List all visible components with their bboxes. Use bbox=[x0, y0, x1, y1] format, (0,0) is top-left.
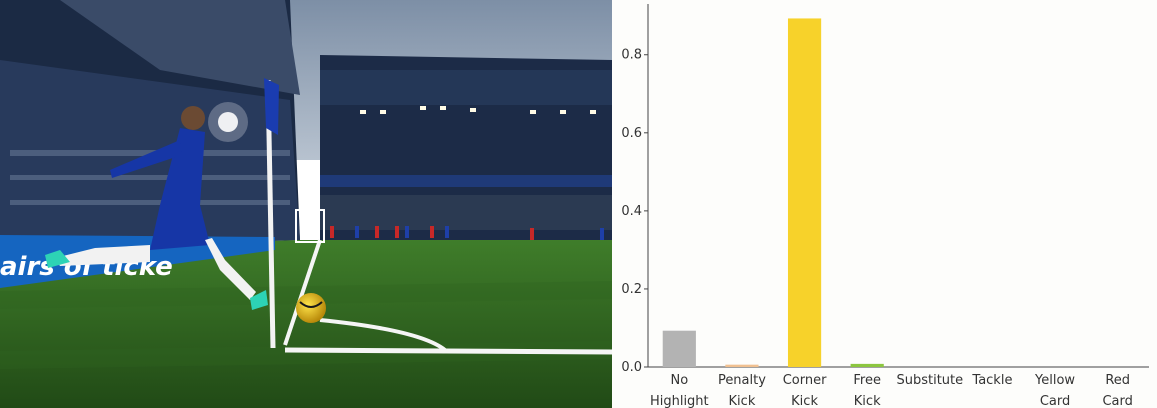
x-tick-label: Corner Kick bbox=[783, 373, 827, 408]
x-tick-label: Free Kick bbox=[853, 373, 881, 408]
stadium-scene: airs of ticke bbox=[0, 0, 612, 408]
x-tick-label: Yellow Card bbox=[1034, 373, 1075, 408]
y-tick-label: 0.4 bbox=[621, 204, 642, 219]
x-axis-labels: No Highlight Penalty Kick Corner Kick Free Kick… bbox=[650, 373, 1133, 408]
bar-corner-kick bbox=[787, 18, 822, 368]
bar-no-highlight bbox=[662, 330, 696, 367]
chart-axes bbox=[647, 4, 1149, 368]
y-tick-label: 0.6 bbox=[621, 126, 642, 141]
y-tick-label: 0.2 bbox=[621, 282, 642, 297]
player-figure bbox=[45, 106, 268, 310]
prediction-bar-chart: 0.0 0.2 0.4 0.6 0.8 No Highlight Penalty Kick Co… bbox=[612, 0, 1157, 408]
x-tick-label: Substitute bbox=[896, 373, 963, 388]
x-tick-label: Tackle bbox=[971, 373, 1012, 388]
bar-penalty-kick bbox=[725, 364, 759, 367]
bar-free-kick bbox=[850, 363, 884, 367]
x-tick-label: No Highlight bbox=[650, 373, 709, 408]
y-tick-label: 0.8 bbox=[621, 48, 642, 63]
y-axis-ticks: 0.0 0.2 0.4 0.6 0.8 bbox=[621, 48, 648, 375]
x-tick-label: Red Card bbox=[1102, 373, 1132, 408]
corner-kick-photo: airs of ticke bbox=[0, 0, 612, 408]
chart-svg: 0.0 0.2 0.4 0.6 0.8 No Highlight Penalty Kick Co… bbox=[621, 4, 1149, 408]
chart-bars bbox=[662, 18, 884, 368]
y-tick-label: 0.0 bbox=[621, 360, 642, 375]
x-tick-label: Penalty Kick bbox=[718, 373, 766, 408]
